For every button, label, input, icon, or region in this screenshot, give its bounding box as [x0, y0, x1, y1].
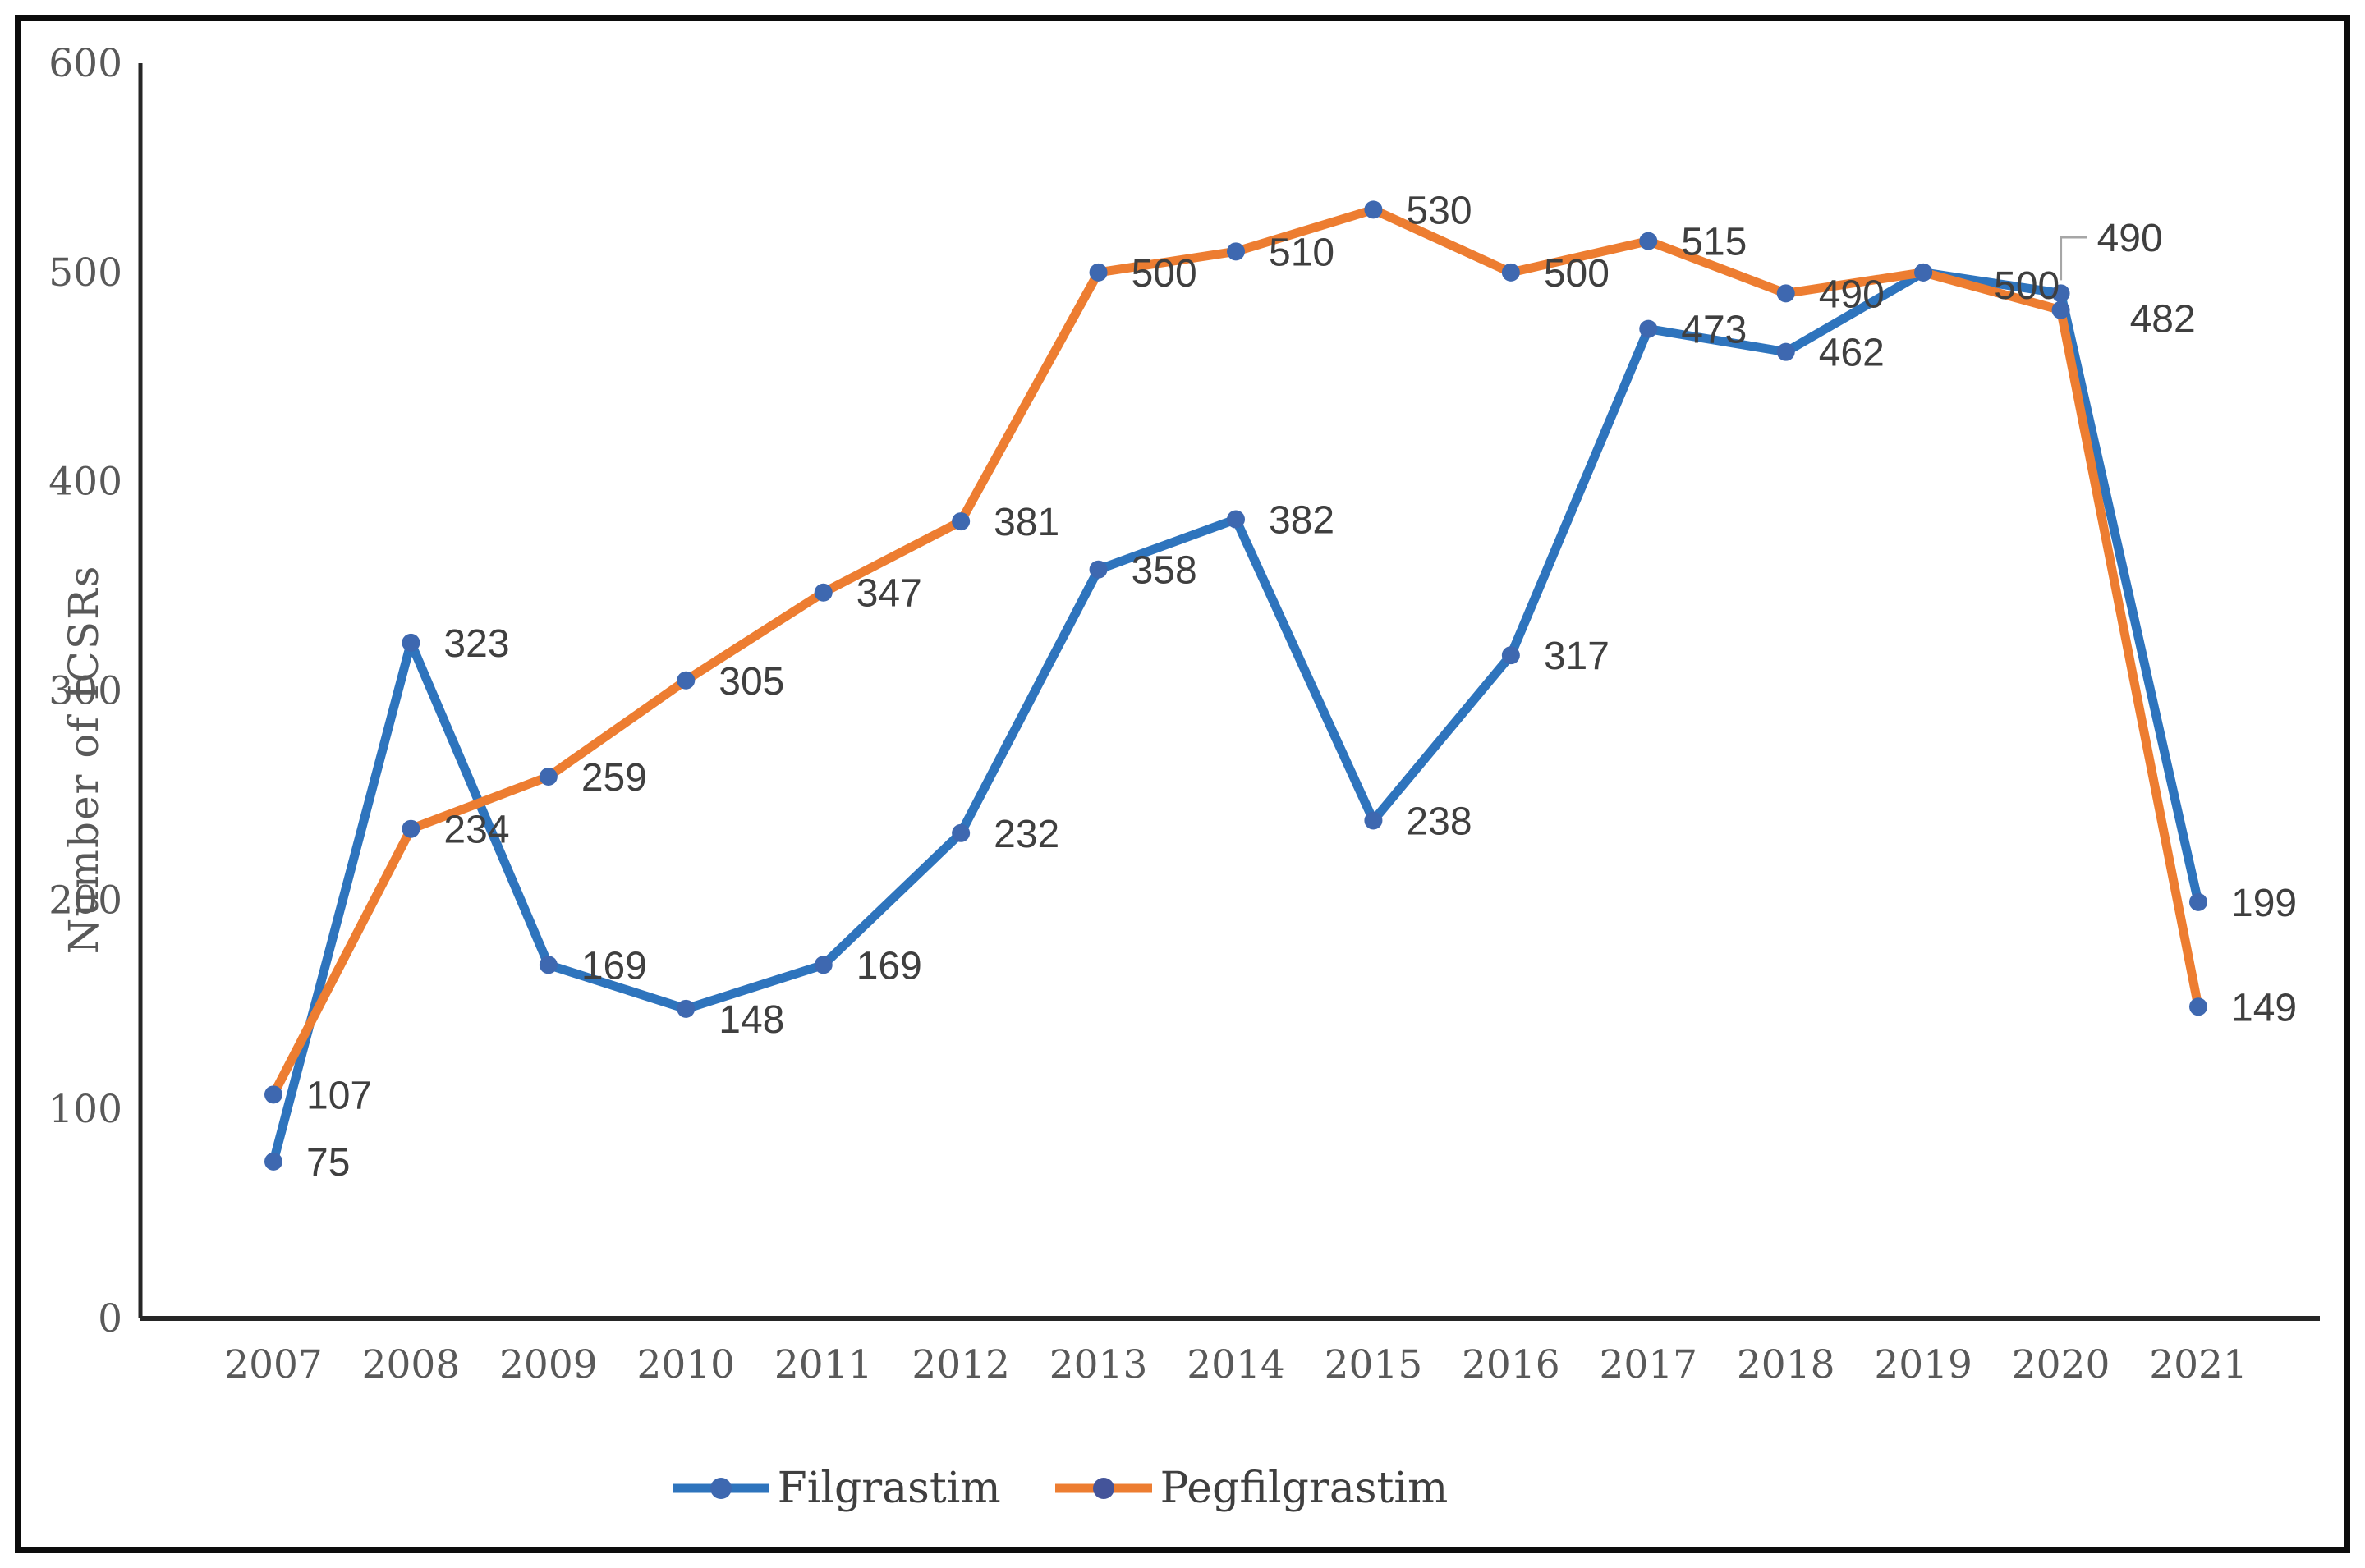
x-tick-label: 2016	[1462, 1342, 1560, 1387]
data-label-filgrastim-2014: 382	[1269, 499, 1334, 543]
legend-item-filgrastim: Filgrastim	[671, 1464, 1001, 1513]
data-label-filgrastim-2008: 323	[443, 622, 509, 666]
y-tick-label: 100	[48, 1087, 122, 1132]
filgrastim-marker-icon	[1776, 342, 1795, 361]
pegfilgrastim-line	[269, 204, 2203, 1099]
data-label-pegfilgrastim-2015: 530	[1406, 189, 1472, 232]
x-tick-label: 2012	[912, 1342, 1010, 1387]
data-label-pegfilgrastim-2012: 381	[994, 501, 1059, 544]
filgrastim-legend-marker-icon	[710, 1478, 732, 1499]
filgrastim-marker-icon	[2051, 284, 2070, 303]
data-label-pegfilgrastim-2016: 500	[1544, 252, 1610, 296]
x-tick-label: 2019	[1874, 1342, 1972, 1387]
data-label-filgrastim-2009: 169	[581, 944, 647, 988]
y-tick-label: 0	[98, 1296, 122, 1341]
pegfilgrastim-marker-icon	[1501, 263, 1520, 282]
x-tick-label: 2008	[362, 1342, 461, 1387]
y-tick-label: 200	[48, 878, 122, 923]
data-label-pegfilgrastim-2009: 259	[581, 756, 647, 800]
pegfilgrastim-legend-swatch	[1054, 1478, 1152, 1499]
chart-frame: 0 100 200 300 400 500 600 2007 2008 2009 2010 2011 2…	[15, 15, 2350, 1553]
y-tick-label: 500	[48, 250, 122, 296]
pegfilgrastim-marker-icon	[539, 767, 558, 786]
data-label-pegfilgrastim-2021: 149	[2231, 986, 2297, 1029]
pegfilgrastim-marker-icon	[1639, 232, 1658, 250]
data-label-pegfilgrastim-2017: 515	[1681, 221, 1747, 264]
data-label-filgrastim-2018: 462	[1819, 332, 1885, 375]
x-tick-label: 2013	[1049, 1342, 1148, 1387]
x-tick-label: 2010	[636, 1342, 735, 1387]
x-tick-label: 2018	[1737, 1342, 1835, 1387]
legend: Filgrastim Pegfilgrastim	[21, 1464, 2221, 1513]
data-label-filgrastim-2021: 199	[2231, 882, 2297, 925]
x-tick-label: 2007	[224, 1342, 323, 1387]
pegfilgrastim-marker-icon	[952, 512, 971, 531]
data-label-pegfilgrastim-2008: 234	[443, 809, 509, 852]
pegfilgrastim-marker-icon	[2051, 300, 2070, 319]
pegfilgrastim-marker-icon	[1364, 200, 1383, 219]
filgrastim-marker-icon	[1227, 510, 1245, 529]
legend-label-pegfilgrastim: Pegfilgrastim	[1160, 1464, 1449, 1513]
data-label-filgrastim-2015: 238	[1406, 800, 1472, 843]
x-tick-label: 2014	[1187, 1342, 1285, 1387]
data-label-filgrastim-2012: 232	[994, 813, 1059, 856]
x-tick-label: 2017	[1599, 1342, 1697, 1387]
data-label-pegfilgrastim-2010: 305	[719, 660, 784, 704]
filgrastim-legend-swatch	[672, 1478, 769, 1499]
filgrastim-marker-icon	[1364, 811, 1383, 830]
legend-label-filgrastim: Filgrastim	[777, 1464, 1001, 1513]
filgrastim-marker-icon	[1501, 646, 1520, 665]
data-label-pegfilgrastim-2018: 490	[1819, 273, 1885, 316]
data-label-filgrastim-2011: 169	[856, 944, 922, 988]
data-label-filgrastim-2017: 473	[1681, 309, 1747, 352]
y-tick-label: 600	[48, 41, 122, 86]
pegfilgrastim-marker-icon	[1914, 263, 1933, 282]
pegfilgrastim-marker-icon	[677, 671, 696, 690]
data-label-filgrastim-2016: 317	[1544, 635, 1610, 678]
filgrastim-marker-icon	[2189, 892, 2207, 911]
pegfilgrastim-legend-marker-icon	[1092, 1478, 1114, 1499]
y-tick-label: 300	[48, 669, 122, 714]
pegfilgrastim-marker-icon	[264, 1085, 282, 1104]
data-label-pegfilgrastim-2013: 500	[1132, 252, 1197, 296]
pegfilgrastim-marker-icon	[1089, 263, 1108, 282]
line-chart-canvas: 0 100 200 300 400 500 600 2007 2008 2009 2010 2011 2…	[48, 41, 2320, 1387]
data-label-filgrastim-2010: 148	[719, 998, 784, 1042]
x-tick-label: 2011	[774, 1342, 873, 1387]
data-label-pegfilgrastim-2020: 482	[2130, 298, 2196, 342]
pegfilgrastim-marker-icon	[2189, 997, 2207, 1016]
x-tick-label: 2021	[2149, 1342, 2248, 1387]
filgrastim-marker-icon	[402, 633, 420, 652]
y-tick-label: 400	[48, 460, 122, 505]
filgrastim-line	[269, 268, 2203, 1167]
filgrastim-marker-icon	[952, 823, 971, 842]
filgrastim-marker-icon	[264, 1152, 282, 1171]
callout-leader-line	[2060, 236, 2087, 281]
data-label-filgrastim-2013: 358	[1132, 549, 1197, 593]
data-label-callout-filgrastim-2020: 490	[2097, 217, 2163, 260]
x-tick-label: 2020	[2012, 1342, 2110, 1387]
x-tick-label: 2015	[1325, 1342, 1423, 1387]
pegfilgrastim-marker-icon	[1776, 284, 1795, 303]
data-label-filgrastim-2019: 500	[1994, 264, 2060, 308]
filgrastim-marker-icon	[1639, 319, 1658, 338]
data-label-filgrastim-2007: 75	[306, 1141, 350, 1185]
legend-item-pegfilgrastim: Pegfilgrastim	[1054, 1464, 1449, 1513]
filgrastim-marker-icon	[539, 956, 558, 974]
x-tick-label: 2009	[499, 1342, 598, 1387]
pegfilgrastim-marker-icon	[814, 583, 833, 602]
filgrastim-marker-icon	[677, 999, 696, 1018]
data-label-pegfilgrastim-2011: 347	[856, 572, 922, 616]
filgrastim-marker-icon	[814, 956, 833, 974]
pegfilgrastim-marker-icon	[1227, 242, 1245, 261]
filgrastim-marker-icon	[1089, 560, 1108, 579]
y-axis-title: Number of ICSRs	[60, 564, 108, 955]
pegfilgrastim-marker-icon	[402, 819, 420, 838]
data-label-pegfilgrastim-2014: 510	[1269, 231, 1334, 274]
data-label-pegfilgrastim-2007: 107	[306, 1074, 372, 1117]
